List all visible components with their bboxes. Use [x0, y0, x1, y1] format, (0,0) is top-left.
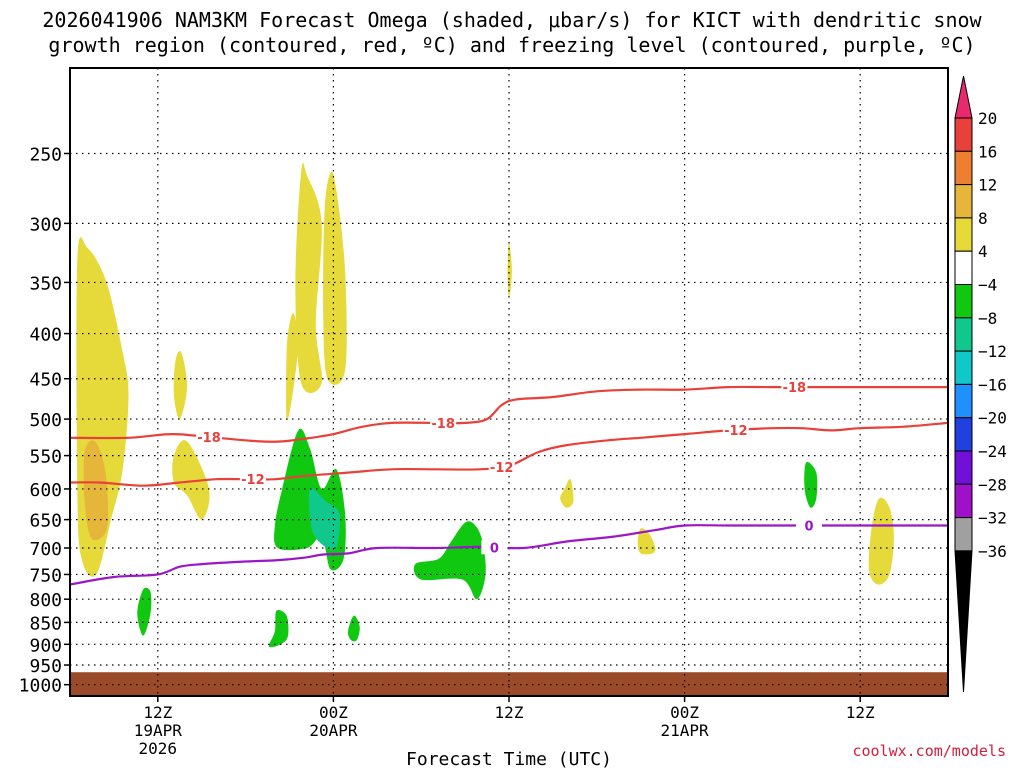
contour-label-bg — [781, 380, 808, 395]
colorbar-label: 4 — [978, 242, 988, 261]
y-tick-label: 900 — [29, 635, 62, 656]
chart-title-line-2: growth region (contoured, red, ºC) and f… — [48, 33, 976, 57]
colorbar-segment — [954, 483, 973, 519]
colorbar-segment — [954, 317, 973, 352]
colorbar-label: 16 — [978, 142, 997, 161]
colorbar-label: −28 — [978, 475, 1007, 494]
omega-region-6 — [323, 171, 347, 385]
contour-label: -12 — [724, 424, 748, 439]
colorbar-segment — [954, 450, 973, 485]
x-tick-label: 20APR — [309, 721, 358, 740]
y-tick-label: 750 — [29, 565, 62, 586]
omega-region-5 — [295, 162, 323, 394]
y-tick-label: 650 — [29, 511, 62, 532]
colorbar-label: −12 — [978, 342, 1007, 361]
colorbar-segment — [954, 150, 973, 186]
chart-title-line-1: 2026041906 NAM3KM Forecast Omega (shaded… — [42, 8, 982, 32]
omega-region-4 — [286, 313, 299, 421]
y-tick-label: 400 — [29, 325, 62, 346]
omega-region-9 — [637, 528, 656, 555]
colorbar-label: −24 — [978, 442, 1007, 461]
contour-label-bg — [488, 459, 515, 474]
x-tick-label: 00Z — [319, 703, 348, 722]
omega-region-17 — [347, 615, 360, 642]
colorbar-label: −36 — [978, 542, 1007, 561]
contour-label-bg — [196, 430, 223, 445]
omega-region-15 — [137, 587, 152, 636]
y-tick-label: 250 — [29, 144, 62, 165]
y-tick-label: 1000 — [19, 676, 62, 697]
colorbar-label: −16 — [978, 375, 1007, 394]
omega-region-3 — [172, 440, 210, 520]
colorbar-segment — [954, 117, 973, 152]
omega-region-10 — [868, 497, 894, 585]
contour-label: -12 — [490, 461, 514, 476]
footer-credit: coolwx.com/models — [852, 742, 1006, 760]
x-tick-label: 2026 — [139, 739, 178, 758]
omega-region-14 — [804, 461, 818, 508]
colorbar-bottom-arrow — [954, 550, 973, 693]
y-tick-label: 600 — [29, 480, 62, 501]
x-axis-label: Forecast Time (UTC) — [406, 749, 612, 768]
colorbar-segment — [954, 417, 973, 452]
y-tick-label: 800 — [29, 590, 62, 611]
contour-label: -18 — [783, 381, 807, 396]
contour-label-bg — [722, 423, 749, 438]
omega-region-16 — [268, 610, 289, 648]
colorbar-label: 12 — [978, 176, 997, 195]
colorbar-label: −4 — [978, 276, 997, 295]
contour-line--18 — [70, 385, 948, 443]
contour-label-bg — [481, 540, 508, 555]
y-tick-label: 950 — [29, 656, 62, 677]
x-tick-label: 21APR — [661, 721, 710, 740]
omega-region-1 — [83, 440, 109, 541]
contour-label: -18 — [431, 417, 455, 432]
colorbar-label: 8 — [978, 209, 988, 228]
colorbar-segment — [954, 383, 973, 419]
x-tick-label: 00Z — [670, 703, 699, 722]
x-tick-label: 12Z — [143, 703, 172, 722]
contour-label-bg — [430, 415, 457, 430]
x-tick-label: 12Z — [495, 703, 524, 722]
contour-label: -12 — [241, 473, 265, 488]
omega-region-2 — [173, 350, 188, 420]
contour-label: -18 — [197, 431, 221, 446]
omega-region-13 — [413, 521, 486, 600]
y-tick-label: 700 — [29, 539, 62, 560]
colorbar-segment — [954, 184, 973, 219]
colorbar-segment — [954, 250, 973, 285]
colorbar-segment — [954, 517, 973, 552]
contour-line-0 — [70, 524, 948, 586]
colorbar-label: −8 — [978, 309, 997, 328]
contour-label-bg — [795, 518, 822, 533]
plot-frame — [69, 67, 949, 697]
contour-label: 0 — [490, 541, 499, 556]
x-tick-label: 19APR — [134, 721, 183, 740]
colorbar-segment — [954, 350, 973, 385]
omega-region-7 — [507, 242, 512, 299]
omega-region-12 — [308, 487, 340, 551]
x-tick-label: 12Z — [846, 703, 875, 722]
omega-region-8 — [560, 478, 574, 508]
colorbar-segment — [954, 217, 973, 252]
y-tick-label: 500 — [29, 410, 62, 431]
colorbar-top-arrow — [954, 75, 973, 119]
colorbar-label: 20 — [978, 109, 997, 128]
y-tick-label: 850 — [29, 613, 62, 634]
y-tick-label: 450 — [29, 370, 62, 391]
contour-label-bg — [239, 472, 266, 487]
colorbar-label: −20 — [978, 409, 1007, 428]
colorbar-label: −32 — [978, 509, 1007, 528]
y-tick-label: 350 — [29, 273, 62, 294]
y-tick-label: 300 — [29, 214, 62, 235]
y-tick-label: 550 — [29, 447, 62, 468]
colorbar-segment — [954, 284, 973, 319]
contour-label: 0 — [804, 519, 813, 534]
